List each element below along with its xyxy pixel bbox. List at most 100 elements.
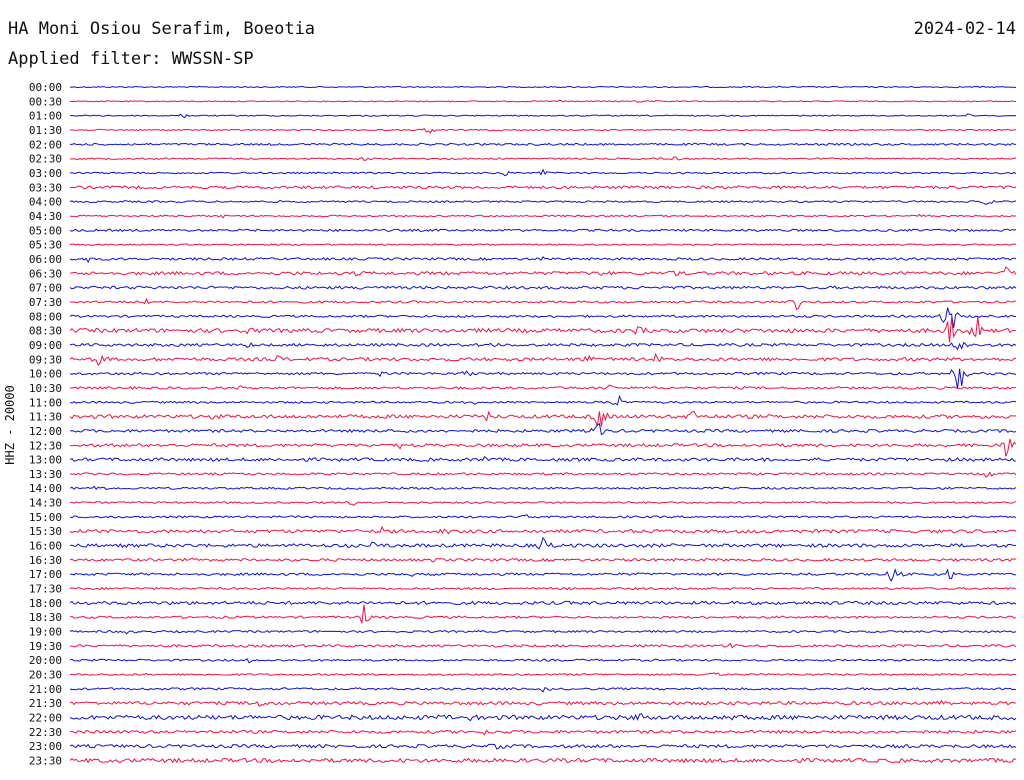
seismic-trace [69,285,1017,290]
time-tick-label: 05:30 [29,239,62,252]
seismic-trace [69,368,1017,389]
seismic-trace [69,757,1017,764]
seismic-trace [69,384,1017,390]
time-tick-label: 09:30 [29,353,62,366]
time-tick-label: 22:00 [29,712,62,725]
time-tick-label: 23:00 [29,740,62,753]
seismic-trace [69,394,1017,406]
time-tick-label: 00:00 [29,81,62,94]
seismic-trace [69,525,1017,535]
time-tick-label: 02:30 [29,153,62,166]
time-tick-label: 23:30 [29,755,62,768]
seismic-trace [69,455,1017,463]
station-title: HA Moni Osiou Serafim, Boeotia [8,19,316,39]
time-tick-label: 21:00 [29,683,62,696]
seismic-trace [69,536,1017,550]
seismic-trace [69,471,1017,478]
seismic-trace [69,629,1017,635]
seismic-trace [69,501,1017,506]
time-tick-label: 01:00 [29,110,62,123]
time-tick-label: 06:30 [29,267,62,280]
seismic-trace [69,256,1017,264]
time-tick-label: 13:00 [29,454,62,467]
seismic-trace [69,213,1017,219]
seismic-trace [69,352,1017,367]
seismic-trace [69,228,1017,233]
time-tick-label: 10:30 [29,382,62,395]
filter-label: Applied filter: WWSSN-SP [8,49,254,69]
seismic-trace [69,185,1017,190]
time-tick-label: 12:30 [29,439,62,452]
seismic-trace [69,423,1017,436]
seismic-trace [69,600,1017,606]
y-axis-label: HHZ - 20000 [3,385,17,464]
seismic-trace [69,99,1016,103]
time-tick-label: 08:00 [29,310,62,323]
time-tick-label: 11:30 [29,411,62,424]
time-tick-label: 20:00 [29,654,62,667]
time-tick-label: 03:30 [29,181,62,194]
time-tick-label: 07:30 [29,296,62,309]
time-tick-label: 18:30 [29,611,62,624]
date-label: 2024-02-14 [913,19,1016,39]
seismic-trace [69,485,1017,490]
seismic-trace [69,156,1017,161]
seismic-trace [69,438,1017,457]
seismic-trace [69,142,1017,146]
seismic-trace [69,243,1017,246]
time-tick-label: 16:30 [29,554,62,567]
seismic-trace [69,743,1017,750]
time-tick-label: 12:00 [29,425,62,438]
time-tick-label: 16:00 [29,540,62,553]
time-tick-label: 02:00 [29,138,62,151]
time-tick-label: 19:30 [29,640,62,653]
seismic-trace [69,699,1017,707]
seismic-trace [69,410,1017,427]
seismic-trace [69,85,1017,89]
time-tick-label: 03:00 [29,167,62,180]
seismic-trace [69,316,1017,343]
seismic-trace [69,729,1017,736]
seismic-trace [69,686,1017,693]
seismic-trace [69,307,1016,329]
seismic-trace [69,557,1017,563]
time-tick-label: 05:00 [29,224,62,237]
time-tick-label: 01:30 [29,124,62,137]
time-tick-label: 00:30 [29,95,62,108]
time-tick-label: 08:30 [29,325,62,338]
seismic-trace [69,586,1017,591]
time-tick-label: 15:00 [29,511,62,524]
seismic-trace [69,297,1017,311]
time-tick-label: 15:30 [29,525,62,538]
seismic-trace [69,568,1017,583]
time-tick-label: 21:30 [29,697,62,710]
seismic-trace [69,199,1017,205]
time-tick-label: 18:00 [29,597,62,610]
time-tick-label: 22:30 [29,726,62,739]
seismic-trace [69,168,1017,177]
time-tick-label: 17:00 [29,568,62,581]
seismic-trace [69,113,1017,119]
time-tick-label: 11:00 [29,396,62,409]
seismic-trace [69,513,1017,519]
time-tick-label: 17:30 [29,583,62,596]
time-tick-label: 19:00 [29,626,62,639]
time-tick-label: 10:00 [29,368,62,381]
seismic-trace [69,341,1017,351]
time-tick-label: 09:00 [29,339,62,352]
time-tick-label: 20:30 [29,669,62,682]
time-tick-label: 04:00 [29,196,62,209]
time-tick-label: 07:00 [29,282,62,295]
seismic-trace [69,127,1017,134]
time-tick-label: 04:30 [29,210,62,223]
time-tick-label: 14:00 [29,482,62,495]
time-tick-label: 13:30 [29,468,62,481]
seismic-trace [69,672,1017,677]
time-tick-label: 14:30 [29,497,62,510]
time-tick-label: 06:00 [29,253,62,266]
seismic-trace [69,658,1016,664]
seismic-trace [69,642,1017,649]
seismic-trace [69,266,1017,277]
